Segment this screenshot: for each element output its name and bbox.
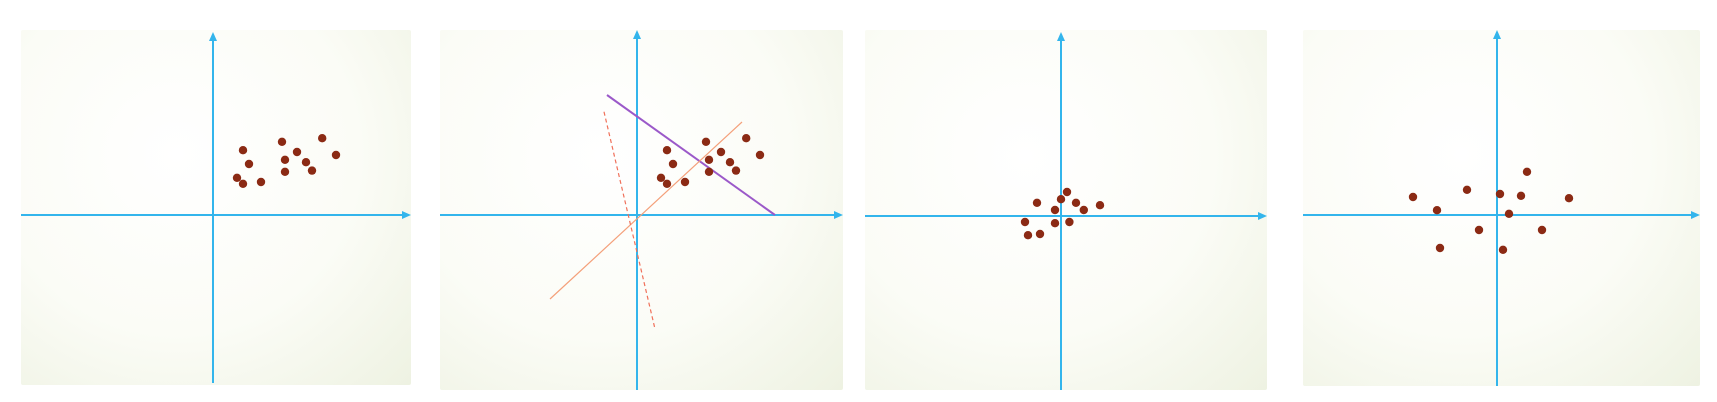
data-point — [1432, 206, 1442, 215]
y-axis-arrow-icon — [209, 32, 217, 41]
data-point — [280, 167, 290, 176]
panel-centered-data — [865, 30, 1267, 390]
red-dashed-line — [603, 111, 656, 330]
data-point — [1522, 167, 1532, 176]
panel-principal-directions — [440, 30, 843, 390]
data-point — [244, 159, 254, 169]
x-axis-arrow-icon — [402, 211, 411, 219]
plot-decorrelated-data — [1303, 30, 1700, 386]
data-point — [318, 134, 327, 143]
data-point — [1495, 189, 1505, 199]
y-axis-arrow-icon — [1493, 30, 1501, 39]
data-point — [1071, 198, 1081, 207]
data-point — [701, 137, 711, 146]
data-point — [1095, 201, 1105, 210]
y-axis-arrow-icon — [1057, 32, 1065, 41]
plot-principal-directions — [440, 30, 843, 390]
orange-thin-line — [549, 121, 743, 300]
x-axis-arrow-icon — [1258, 212, 1267, 220]
data-point — [1564, 194, 1574, 203]
x-axis-arrow-icon — [834, 211, 843, 219]
data-point — [238, 146, 248, 155]
data-point — [292, 147, 302, 157]
data-point — [1498, 245, 1508, 254]
data-point — [662, 146, 672, 155]
data-point — [1435, 243, 1445, 253]
data-point — [1032, 198, 1042, 207]
data-point — [331, 150, 341, 160]
data-point — [704, 167, 714, 176]
panel-original-data — [21, 30, 411, 385]
data-point — [301, 158, 311, 167]
data-point — [656, 173, 666, 182]
data-point — [1474, 225, 1484, 235]
data-point — [1023, 231, 1033, 240]
data-point — [742, 134, 751, 143]
purple-solid-line — [606, 94, 776, 216]
data-point — [680, 177, 690, 187]
data-point — [1062, 187, 1072, 197]
data-point — [277, 137, 287, 146]
data-point — [280, 155, 290, 164]
data-point — [256, 177, 266, 187]
data-point — [1516, 191, 1526, 200]
panel-decorrelated-data — [1303, 30, 1700, 386]
x-axis-arrow-icon — [1691, 211, 1700, 219]
data-point — [1056, 195, 1066, 204]
data-point — [668, 159, 678, 169]
data-point — [307, 166, 317, 175]
data-point — [704, 155, 714, 164]
data-point — [731, 166, 741, 175]
data-point — [1079, 205, 1088, 215]
data-point — [755, 150, 765, 160]
data-point — [1020, 217, 1030, 227]
data-point — [725, 158, 735, 167]
data-point — [238, 179, 248, 188]
data-point — [1408, 192, 1418, 202]
data-point — [662, 179, 672, 188]
data-point — [1065, 217, 1074, 227]
data-point — [1504, 209, 1514, 218]
plot-centered-data — [865, 32, 1267, 390]
y-axis-arrow-icon — [633, 30, 641, 39]
plot-original-data — [21, 32, 411, 383]
data-point — [716, 147, 726, 157]
data-point — [1462, 185, 1472, 194]
data-point — [1035, 229, 1045, 239]
data-point — [1050, 205, 1060, 215]
data-point — [232, 173, 242, 182]
data-point — [1050, 219, 1060, 228]
data-point — [1537, 225, 1547, 235]
